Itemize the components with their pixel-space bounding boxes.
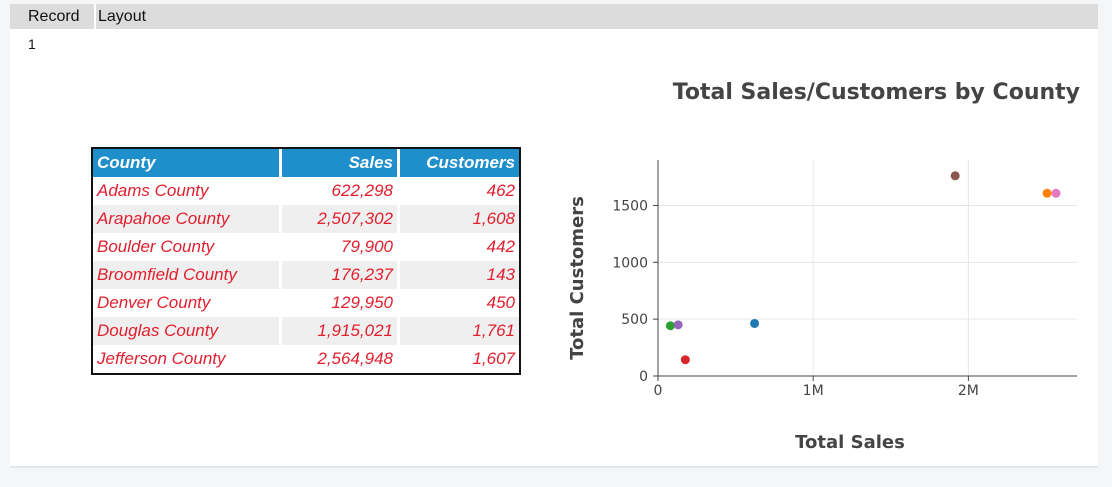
county-cell: Arapahoe County (93, 205, 282, 233)
y-axis-label: Total Customers (567, 196, 588, 360)
chart-grid (658, 160, 1077, 376)
sales-table: County Sales Customers Adams County 622,… (91, 147, 521, 375)
county-cell: Douglas County (93, 317, 282, 345)
data-point (665, 321, 675, 331)
y-tick-label: 500 (621, 312, 648, 328)
column-header-county[interactable]: County (93, 149, 282, 177)
sales-cell: 2,507,302 (282, 205, 400, 233)
county-cell: Boulder County (93, 233, 282, 261)
data-point (1051, 188, 1061, 198)
table-header-row: County Sales Customers (93, 149, 519, 177)
table-row: Adams County 622,298 462 (93, 177, 519, 205)
customers-cell: 450 (486, 293, 515, 312)
sales-cell: 2,564,948 (282, 345, 400, 373)
table-row: Broomfield County 176,237 143 (93, 261, 519, 289)
sales-cell: 176,237 (282, 261, 400, 289)
chart-points (665, 171, 1061, 365)
data-point (680, 355, 690, 365)
data-point (750, 318, 760, 328)
sales-cell: 79,900 (282, 233, 400, 261)
sales-cell: 622,298 (282, 177, 400, 205)
customers-cell: 1,608 (400, 205, 519, 233)
county-cell: Denver County (93, 289, 282, 317)
x-tick-label: 0 (654, 383, 663, 399)
data-point (1042, 188, 1052, 198)
scatter-chart: 0 500 1000 1500 0 1M 2M Total Customers (567, 160, 1077, 399)
column-header-sales[interactable]: Sales (282, 149, 400, 177)
record-header-bar: Record Layout (10, 4, 1098, 29)
customers-cell: 1,761 (400, 317, 519, 345)
layout-header-label: Layout (98, 8, 147, 25)
table-row: Arapahoe County 2,507,302 1,608 (93, 205, 519, 233)
record-header-label: Record (28, 8, 80, 25)
record-layout-panel: Record Layout 1 (10, 4, 1098, 468)
chart-title: Total Sales/Customers by County (672, 80, 1080, 105)
table-row: Jefferson County 2,564,948 1,607 (93, 345, 519, 373)
county-cell: Jefferson County (93, 345, 282, 373)
header-separator (94, 4, 96, 29)
record-number: 1 (28, 36, 36, 52)
customers-cell: 1,607 (472, 349, 515, 368)
chart-axes (653, 160, 1077, 381)
column-header-customers[interactable]: Customers (400, 149, 519, 177)
table-row: Boulder County 79,900 442 (93, 233, 519, 261)
sales-cell: 1,915,021 (282, 317, 400, 345)
y-tick-labels: 0 500 1000 1500 (612, 198, 648, 385)
customers-cell: 143 (400, 261, 519, 289)
sales-cell: 129,950 (282, 289, 400, 317)
x-tick-label: 1M (803, 383, 824, 399)
data-point (950, 171, 960, 181)
county-cell: Adams County (93, 177, 282, 205)
y-tick-label: 1000 (612, 255, 648, 271)
x-tick-labels: 0 1M 2M (654, 383, 979, 399)
y-tick-label: 0 (639, 369, 648, 385)
table-row: Douglas County 1,915,021 1,761 (93, 317, 519, 345)
customers-cell: 462 (486, 181, 515, 200)
x-axis-label: Total Sales (795, 432, 905, 453)
county-cell: Broomfield County (93, 261, 282, 289)
table-row: Denver County 129,950 450 (93, 289, 519, 317)
data-point (673, 320, 683, 330)
y-tick-label: 1500 (612, 198, 648, 214)
customers-cell: 442 (486, 237, 515, 256)
x-tick-label: 2M (958, 383, 979, 399)
